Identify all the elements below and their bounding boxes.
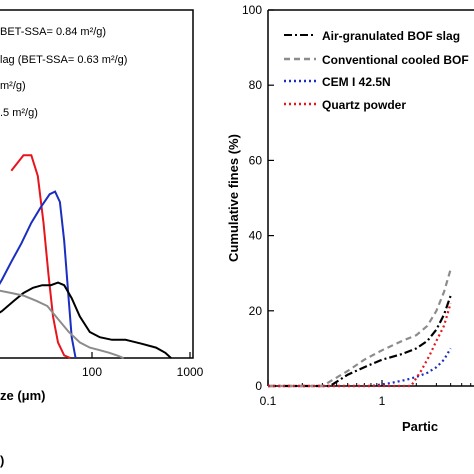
left-legend-entry-2: lag (BET-SSA= 0.63 m²/g) xyxy=(0,54,127,66)
right-series-line-2 xyxy=(268,269,452,388)
panel-label-fragment: ) xyxy=(0,453,4,468)
legend-label-conventional: Conventional cooled BOF xyxy=(322,53,469,67)
right-y-axis-label: Cumulative fines (%) xyxy=(226,134,241,262)
right-series-line-4 xyxy=(268,302,452,388)
right-x-ticks: 0.1 1 xyxy=(260,380,472,408)
left-series-line-1 xyxy=(10,154,71,359)
right-y-tick-label-100: 100 xyxy=(242,3,262,17)
left-x-tick-label-1000: 1000 xyxy=(177,365,204,379)
right-x-tick-label-1: 1 xyxy=(379,394,386,408)
left-panel: 100 1000 BET-SSA= 0.84 m²/g) lag (BET-SSA… xyxy=(0,9,204,468)
right-y-ticks: 0 20 40 60 80 100 xyxy=(242,3,274,393)
right-series-group xyxy=(268,269,452,388)
right-series-line-1 xyxy=(268,295,452,388)
legend-label-cem: CEM I 42.5N xyxy=(322,75,391,89)
right-y-tick-label-60: 60 xyxy=(249,153,263,167)
left-series-group xyxy=(0,154,172,359)
legend-label-air-granulated: Air-granulated BOF slag xyxy=(322,29,460,43)
right-x-tick-label-0.1: 0.1 xyxy=(260,394,277,408)
left-plot-frame xyxy=(0,9,194,359)
left-series-line-2 xyxy=(0,190,77,359)
right-y-tick-label-20: 20 xyxy=(249,304,263,318)
left-series-line-3 xyxy=(0,281,172,359)
left-legend-entry-1: BET-SSA= 0.84 m²/g) xyxy=(0,26,106,38)
left-x-axis-label: ze (μm) xyxy=(0,388,46,403)
left-series-line-4 xyxy=(0,289,124,359)
right-y-tick-label-40: 40 xyxy=(249,229,263,243)
left-legend-entry-4: .5 m²/g) xyxy=(0,107,38,119)
left-legend-entry-3: m²/g) xyxy=(0,80,26,92)
right-y-tick-label-80: 80 xyxy=(249,78,263,92)
left-legend-entry-2-text: lag (BET-SSA= 0.63 m²/g) xyxy=(0,54,127,66)
right-y-tick-label-0: 0 xyxy=(255,379,262,393)
left-x-tick-label-100: 100 xyxy=(82,365,102,379)
right-x-axis-label: Partic xyxy=(402,419,438,434)
left-x-ticks: 100 1000 xyxy=(82,352,204,379)
legend-label-quartz: Quartz powder xyxy=(322,98,406,112)
